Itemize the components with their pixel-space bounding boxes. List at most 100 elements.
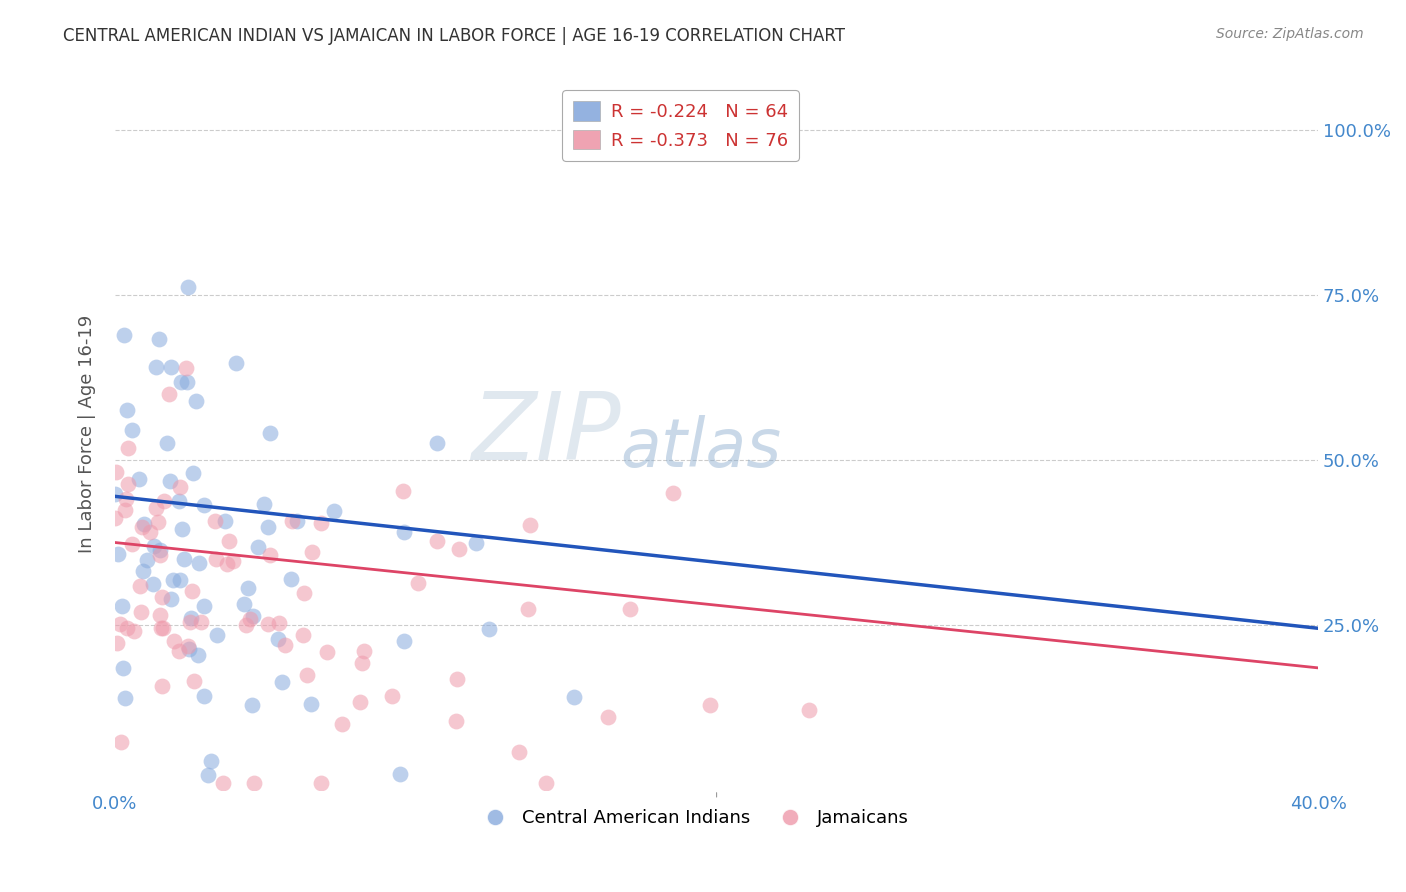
Point bbox=[464, 535, 486, 549]
Point bbox=[187, 557, 209, 571]
Point bbox=[167, 644, 190, 658]
Point bbox=[207, 628, 229, 642]
Point bbox=[186, 394, 208, 409]
Point bbox=[295, 668, 318, 682]
Point bbox=[259, 426, 281, 441]
Point bbox=[309, 516, 332, 530]
Point bbox=[222, 554, 245, 568]
Point bbox=[271, 674, 294, 689]
Point bbox=[115, 621, 138, 635]
Point bbox=[181, 584, 204, 599]
Point bbox=[181, 466, 204, 480]
Point bbox=[112, 661, 135, 675]
Point bbox=[259, 548, 281, 562]
Point bbox=[274, 638, 297, 652]
Point bbox=[104, 487, 127, 501]
Point bbox=[162, 573, 184, 587]
Point bbox=[156, 435, 179, 450]
Point bbox=[163, 633, 186, 648]
Point bbox=[406, 575, 429, 590]
Point bbox=[114, 690, 136, 705]
Point bbox=[139, 524, 162, 539]
Point bbox=[257, 520, 280, 534]
Point bbox=[145, 359, 167, 374]
Point bbox=[309, 776, 332, 790]
Point bbox=[180, 611, 202, 625]
Point bbox=[562, 690, 585, 705]
Point bbox=[110, 734, 132, 748]
Point bbox=[112, 327, 135, 342]
Point bbox=[152, 621, 174, 635]
Point bbox=[131, 564, 153, 578]
Point bbox=[200, 754, 222, 768]
Point bbox=[301, 544, 323, 558]
Point bbox=[157, 386, 180, 401]
Point bbox=[132, 517, 155, 532]
Point bbox=[145, 501, 167, 516]
Point bbox=[596, 710, 619, 724]
Point bbox=[444, 714, 467, 729]
Point bbox=[236, 581, 259, 595]
Point bbox=[214, 514, 236, 528]
Point bbox=[269, 616, 291, 631]
Point bbox=[117, 476, 139, 491]
Point bbox=[225, 356, 247, 370]
Point bbox=[285, 514, 308, 528]
Point bbox=[131, 520, 153, 534]
Point bbox=[149, 607, 172, 622]
Point bbox=[193, 690, 215, 704]
Point bbox=[299, 697, 322, 711]
Point bbox=[215, 558, 238, 572]
Point bbox=[117, 441, 139, 455]
Point bbox=[105, 636, 128, 650]
Point bbox=[446, 672, 468, 686]
Point bbox=[169, 479, 191, 493]
Point bbox=[392, 525, 415, 540]
Point bbox=[114, 503, 136, 517]
Point bbox=[173, 552, 195, 566]
Point bbox=[240, 698, 263, 712]
Point bbox=[159, 474, 181, 488]
Point bbox=[179, 615, 201, 629]
Point bbox=[247, 540, 270, 554]
Y-axis label: In Labor Force | Age 16-19: In Labor Force | Age 16-19 bbox=[79, 315, 96, 553]
Point bbox=[146, 516, 169, 530]
Point bbox=[169, 573, 191, 587]
Point bbox=[235, 618, 257, 632]
Point bbox=[150, 679, 173, 693]
Point bbox=[170, 522, 193, 536]
Point bbox=[121, 536, 143, 550]
Point bbox=[176, 376, 198, 390]
Point bbox=[149, 548, 172, 562]
Text: Source: ZipAtlas.com: Source: ZipAtlas.com bbox=[1216, 27, 1364, 41]
Point bbox=[128, 472, 150, 486]
Text: ZIP: ZIP bbox=[471, 388, 620, 479]
Point bbox=[619, 602, 641, 616]
Point bbox=[128, 579, 150, 593]
Point bbox=[174, 361, 197, 376]
Point bbox=[129, 605, 152, 619]
Point bbox=[105, 466, 128, 480]
Point bbox=[447, 541, 470, 556]
Legend: Central American Indians, Jamaicans: Central American Indians, Jamaicans bbox=[470, 802, 915, 834]
Point bbox=[115, 403, 138, 417]
Point bbox=[104, 510, 127, 524]
Point bbox=[243, 776, 266, 790]
Point bbox=[121, 423, 143, 437]
Point bbox=[122, 624, 145, 639]
Point bbox=[315, 644, 337, 658]
Point bbox=[699, 698, 721, 713]
Point bbox=[148, 332, 170, 346]
Point bbox=[257, 616, 280, 631]
Point bbox=[253, 497, 276, 511]
Point bbox=[381, 689, 404, 703]
Point bbox=[170, 375, 193, 389]
Point bbox=[167, 494, 190, 508]
Point bbox=[115, 492, 138, 507]
Point bbox=[353, 644, 375, 658]
Point bbox=[239, 612, 262, 626]
Point bbox=[197, 768, 219, 782]
Point bbox=[662, 486, 685, 500]
Point bbox=[110, 616, 132, 631]
Point bbox=[183, 674, 205, 689]
